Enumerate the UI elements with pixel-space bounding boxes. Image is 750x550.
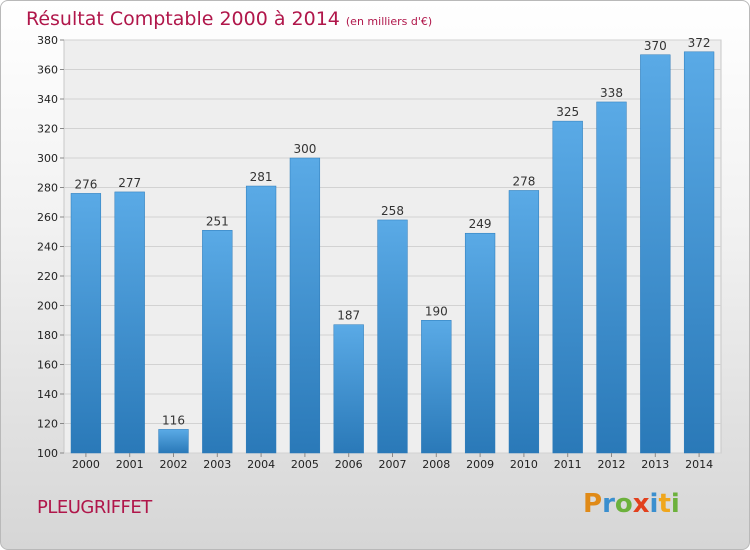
x-tick-label-2014: 2014 <box>685 458 713 471</box>
y-tick-label: 220 <box>37 270 58 283</box>
y-tick-label: 380 <box>37 34 58 47</box>
bar-2000 <box>70 193 102 454</box>
y-tick-label: 300 <box>37 152 58 165</box>
value-label-2004: 281 <box>250 170 273 184</box>
bar-2009 <box>464 232 496 454</box>
x-tick-label-2002: 2002 <box>160 458 188 471</box>
x-tick-label-2007: 2007 <box>379 458 407 471</box>
y-tick-label: 320 <box>37 123 58 136</box>
value-label-2000: 276 <box>74 177 97 191</box>
value-label-2007: 258 <box>381 204 404 218</box>
x-tick-label-2013: 2013 <box>641 458 669 471</box>
y-tick-label: 200 <box>37 300 58 313</box>
value-label-2005: 300 <box>293 142 316 156</box>
x-tick-label-2001: 2001 <box>116 458 144 471</box>
value-label-2009: 249 <box>469 217 492 231</box>
x-tick-label-2006: 2006 <box>335 458 363 471</box>
bar-2007 <box>377 219 408 454</box>
proxiti-logo: Proxiti <box>583 489 680 519</box>
bar-2003 <box>202 230 233 454</box>
bar-2006 <box>333 324 364 454</box>
bar-2005 <box>289 157 321 454</box>
value-label-2013: 370 <box>644 39 667 53</box>
x-tick-label-2012: 2012 <box>598 458 626 471</box>
y-tick-label: 260 <box>37 211 58 224</box>
value-label-2002: 116 <box>162 413 185 427</box>
x-tick-label-2004: 2004 <box>247 458 275 471</box>
y-tick-label: 360 <box>37 64 58 77</box>
y-tick-label: 160 <box>37 359 58 372</box>
value-label-2008: 190 <box>425 304 448 318</box>
chart-subtitle: (en milliers d'€) <box>345 15 433 28</box>
bar-2002 <box>158 429 189 454</box>
x-tick-label-2008: 2008 <box>422 458 450 471</box>
x-tick-label-2003: 2003 <box>203 458 231 471</box>
chart-title: Résultat Comptable 2000 à 2014 (en millie… <box>26 8 432 30</box>
value-label-2001: 277 <box>118 176 141 190</box>
x-tick-label-2000: 2000 <box>72 458 100 471</box>
bar-2012 <box>596 101 627 454</box>
bar-2013 <box>640 54 671 454</box>
y-tick-label: 280 <box>37 182 58 195</box>
x-tick-label-2009: 2009 <box>466 458 494 471</box>
y-tick-label: 340 <box>37 93 58 106</box>
x-tick-label-2005: 2005 <box>291 458 319 471</box>
y-tick-label: 240 <box>37 241 58 254</box>
bar-2010 <box>508 190 540 454</box>
y-tick-label: 120 <box>37 418 58 431</box>
bar-2001 <box>114 191 145 454</box>
value-label-2014: 372 <box>688 36 711 50</box>
value-label-2006: 187 <box>337 309 360 323</box>
commune-name: PLEUGRIFFET <box>37 497 152 518</box>
y-tick-label: 100 <box>37 447 58 460</box>
x-tick-label-2011: 2011 <box>554 458 582 471</box>
value-label-2003: 251 <box>206 214 229 228</box>
chart-title-text: Résultat Comptable 2000 à 2014 <box>26 8 340 30</box>
value-label-2010: 278 <box>512 174 535 188</box>
value-label-2011: 325 <box>556 105 579 119</box>
y-tick-label: 180 <box>37 329 58 342</box>
y-tick-label: 140 <box>37 388 58 401</box>
bar-2011 <box>552 120 583 454</box>
bar-2008 <box>421 320 452 454</box>
bar-2004 <box>245 185 277 454</box>
x-tick-label-2010: 2010 <box>510 458 538 471</box>
value-label-2012: 338 <box>600 86 623 100</box>
bar-2014 <box>683 51 715 454</box>
